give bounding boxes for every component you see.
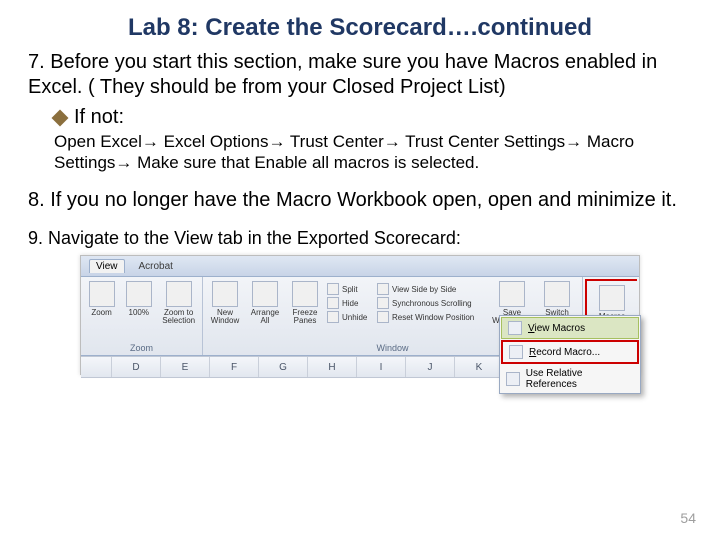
col-D[interactable]: D (112, 357, 161, 377)
col-I[interactable]: I (357, 357, 406, 377)
split-button[interactable]: Split (327, 283, 373, 295)
macro-path: Open Excel→ Excel Options→ Trust Center→… (54, 131, 692, 174)
unhide-label: Unhide (342, 313, 367, 322)
menu-relative-ref[interactable]: Use Relative References (500, 365, 640, 393)
zoom-icon (89, 281, 115, 307)
new-window-icon (212, 281, 238, 307)
col-F[interactable]: F (210, 357, 259, 377)
arrange-all-label: Arrange All (247, 309, 283, 325)
relative-ref-icon (506, 372, 520, 386)
reset-pos-button[interactable]: Reset Window Position (377, 311, 487, 323)
ribbon-body: Zoom 100% Zoom to Selection Zoom (81, 277, 639, 356)
excel-ribbon-screenshot: View Acrobat Zoom 100% Zoom t (80, 255, 640, 375)
group-zoom: Zoom 100% Zoom to Selection Zoom (81, 277, 203, 355)
bullet-if-not: If not: (54, 106, 692, 129)
col-H[interactable]: H (308, 357, 357, 377)
macros-icon (599, 285, 625, 311)
step-8: 8. If you no longer have the Macro Workb… (28, 188, 692, 213)
if-not-text: If not: (74, 106, 124, 129)
new-window-button[interactable]: New Window (207, 281, 243, 325)
sync-scroll-label: Synchronous Scrolling (392, 299, 472, 308)
col-K[interactable]: K (455, 357, 504, 377)
step-9: 9. Navigate to the View tab in the Expor… (28, 227, 692, 250)
split-icon (327, 283, 339, 295)
zoom-selection-icon (166, 281, 192, 307)
col-E[interactable]: E (161, 357, 210, 377)
window-small-1: Split Hide Unhide (327, 281, 373, 323)
zoom-selection-label: Zoom to Selection (159, 309, 198, 325)
hide-label: Hide (342, 299, 358, 308)
zoom-100-button[interactable]: 100% (122, 281, 155, 317)
zoom-100-icon (126, 281, 152, 307)
zoom-100-label: 100% (129, 309, 149, 317)
macros-dropdown: View Macros Record Macro... Use Relative… (499, 315, 641, 394)
tab-acrobat[interactable]: Acrobat (139, 261, 173, 272)
freeze-panes-icon (292, 281, 318, 307)
step-7: 7. Before you start this section, make s… (28, 50, 692, 100)
arrange-all-icon (252, 281, 278, 307)
hide-icon (327, 297, 339, 309)
hide-button[interactable]: Hide (327, 297, 373, 309)
relative-ref-label: Use Relative References (526, 368, 634, 390)
side-by-side-label: View Side by Side (392, 285, 456, 294)
side-by-side-button[interactable]: View Side by Side (377, 283, 487, 295)
save-workspace-icon (499, 281, 525, 307)
switch-windows-icon (544, 281, 570, 307)
freeze-panes-button[interactable]: Freeze Panes (287, 281, 323, 325)
reset-pos-icon (377, 311, 389, 323)
sync-scroll-button[interactable]: Synchronous Scrolling (377, 297, 487, 309)
tab-view[interactable]: View (89, 259, 125, 273)
slide: Lab 8: Create the Scorecard….continued 7… (0, 0, 720, 540)
arrange-all-button[interactable]: Arrange All (247, 281, 283, 325)
unhide-button[interactable]: Unhide (327, 311, 373, 323)
zoom-label: Zoom (91, 309, 111, 317)
ribbon-tabbar: View Acrobat (81, 256, 639, 277)
view-macros-icon (508, 321, 522, 335)
unhide-icon (327, 311, 339, 323)
view-macros-label: View Macros (528, 323, 585, 334)
record-macro-icon (509, 345, 523, 359)
record-macro-label: Record Macro... (529, 347, 600, 358)
zoom-selection-button[interactable]: Zoom to Selection (159, 281, 198, 325)
diamond-icon (52, 110, 69, 127)
col-G[interactable]: G (259, 357, 308, 377)
freeze-panes-label: Freeze Panes (287, 309, 323, 325)
sync-scroll-icon (377, 297, 389, 309)
window-small-2: View Side by Side Synchronous Scrolling … (377, 281, 487, 323)
reset-pos-label: Reset Window Position (392, 313, 474, 322)
zoom-group-label: Zoom (81, 341, 202, 355)
row-header-blank (81, 357, 112, 377)
side-by-side-icon (377, 283, 389, 295)
zoom-button[interactable]: Zoom (85, 281, 118, 317)
new-window-label: New Window (207, 309, 243, 325)
page-number: 54 (680, 510, 696, 526)
menu-view-macros[interactable]: View Macros (501, 317, 639, 339)
split-label: Split (342, 285, 358, 294)
col-J[interactable]: J (406, 357, 455, 377)
menu-record-macro[interactable]: Record Macro... (501, 340, 639, 364)
slide-title: Lab 8: Create the Scorecard….continued (28, 14, 692, 42)
